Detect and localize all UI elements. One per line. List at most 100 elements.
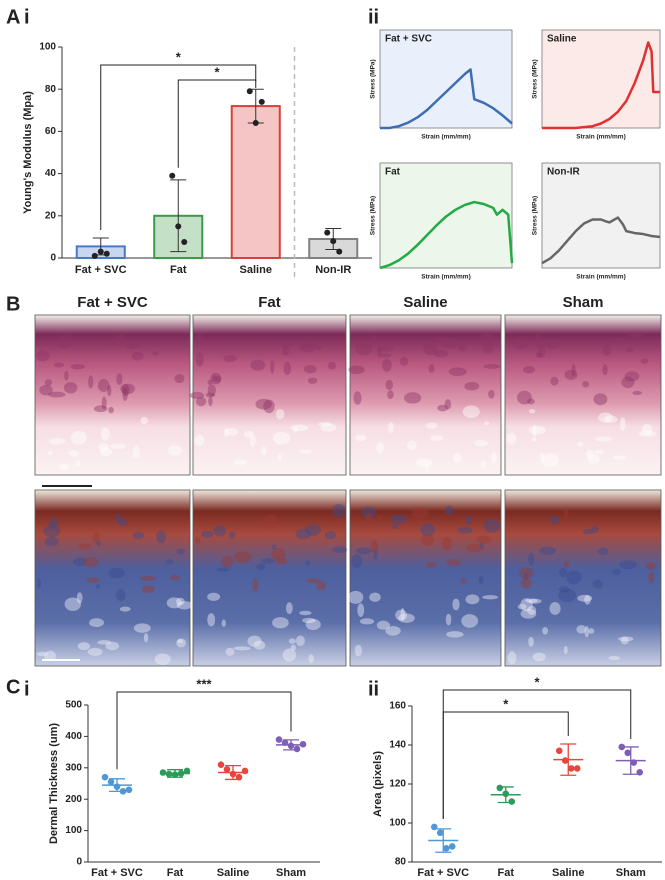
tissue-texture	[101, 396, 107, 410]
tissue-texture	[212, 375, 218, 382]
tissue-texture	[70, 364, 86, 370]
tissue-texture	[64, 597, 82, 611]
panel-label: i	[24, 678, 30, 700]
tissue-texture	[324, 531, 337, 540]
tissue-texture	[283, 361, 291, 375]
data-point	[97, 248, 104, 255]
x-tick-label: Sham	[276, 867, 306, 879]
tissue-texture	[176, 601, 193, 610]
tissue-texture	[263, 399, 275, 414]
tissue-texture	[141, 585, 155, 594]
plot-title: Fat	[385, 167, 401, 178]
tissue-texture	[594, 449, 605, 455]
tissue-texture	[210, 372, 222, 385]
tissue-texture	[448, 367, 467, 377]
tissue-texture	[96, 540, 101, 547]
histology-image	[192, 314, 347, 476]
column-label: Fat	[258, 294, 281, 311]
tissue-texture	[465, 594, 480, 605]
tissue-texture	[271, 548, 286, 561]
tissue-texture	[44, 379, 53, 387]
tissue-texture	[174, 374, 185, 384]
data-point	[336, 248, 343, 255]
significance-bracket	[177, 79, 257, 168]
significance-label: *	[534, 674, 540, 689]
tissue-texture	[612, 455, 627, 460]
tissue-texture	[359, 618, 375, 625]
tissue-texture	[205, 392, 215, 398]
tissue-texture	[177, 639, 184, 644]
tissue-texture	[531, 437, 537, 442]
tissue-texture	[320, 423, 337, 432]
tissue-texture	[293, 426, 298, 433]
plot-background	[379, 29, 513, 129]
tissue-texture	[476, 535, 492, 544]
tissue-texture	[370, 540, 379, 553]
stress-strain-curve	[542, 41, 660, 130]
tissue-texture	[420, 523, 436, 537]
tissue-texture	[117, 519, 128, 527]
tissue-texture	[115, 513, 122, 523]
tissue-texture	[39, 385, 53, 396]
tissue-texture	[406, 440, 417, 451]
y-axis-label: Stress (MPa)	[532, 59, 539, 98]
tissue-texture	[423, 341, 439, 355]
x-axis-label: Strain (mm/mm)	[576, 274, 625, 281]
y-tick-label: 0	[50, 253, 56, 264]
tissue-texture	[302, 617, 316, 624]
tissue-texture	[387, 390, 394, 400]
tissue-texture	[87, 647, 103, 656]
plot-title: Saline	[547, 34, 577, 45]
tissue-texture	[194, 536, 201, 545]
tissue-texture	[541, 453, 559, 468]
panel-label: i	[24, 6, 30, 28]
tissue-texture	[63, 382, 78, 394]
tissue-texture	[125, 344, 136, 350]
y-tick-label: 160	[389, 701, 406, 712]
significance-label: *	[214, 64, 220, 79]
column-label: Saline	[403, 294, 447, 311]
tissue-texture	[457, 344, 467, 352]
tissue-texture	[76, 592, 83, 604]
tissue-texture	[433, 336, 447, 342]
tissue-texture	[520, 578, 532, 589]
tissue-texture	[53, 362, 65, 368]
tissue-texture	[76, 459, 81, 467]
tissue-texture	[107, 337, 116, 347]
y-axis-label: Stress (MPa)	[532, 196, 539, 235]
y-tick-label: 120	[389, 779, 406, 790]
tissue-texture	[176, 638, 187, 648]
data-point	[125, 786, 133, 794]
tissue-texture	[563, 646, 568, 655]
tissue-texture	[482, 595, 499, 600]
tissue-texture	[221, 619, 226, 627]
tissue-texture	[424, 463, 429, 472]
tissue-texture	[582, 380, 590, 388]
tissue-texture	[223, 428, 229, 437]
tissue-texture	[154, 653, 171, 665]
data-point	[91, 252, 98, 259]
tissue-texture	[99, 447, 113, 457]
tissue-texture	[377, 515, 384, 521]
tissue-texture	[56, 334, 74, 349]
tissue-texture	[516, 390, 532, 405]
tissue-texture	[272, 617, 289, 629]
tissue-texture	[473, 439, 489, 447]
tissue-texture	[261, 558, 275, 564]
tissue-texture	[252, 578, 259, 592]
tissue-texture	[390, 514, 407, 524]
tissue-texture	[165, 559, 174, 564]
tissue-texture	[44, 650, 56, 662]
tissue-texture	[559, 568, 568, 578]
tissue-texture	[445, 613, 452, 626]
y-tick-label: 80	[395, 857, 407, 868]
tissue-texture	[506, 432, 517, 445]
y-axis-label: Dermal Thickness (um)	[48, 723, 60, 844]
tissue-texture	[225, 427, 239, 436]
x-axis-label: Strain (mm/mm)	[421, 274, 470, 281]
tissue-texture	[479, 332, 496, 347]
x-tick-label: Saline	[217, 867, 249, 879]
tissue-texture	[478, 575, 484, 584]
tissue-texture	[108, 567, 125, 579]
tissue-texture	[282, 648, 297, 662]
